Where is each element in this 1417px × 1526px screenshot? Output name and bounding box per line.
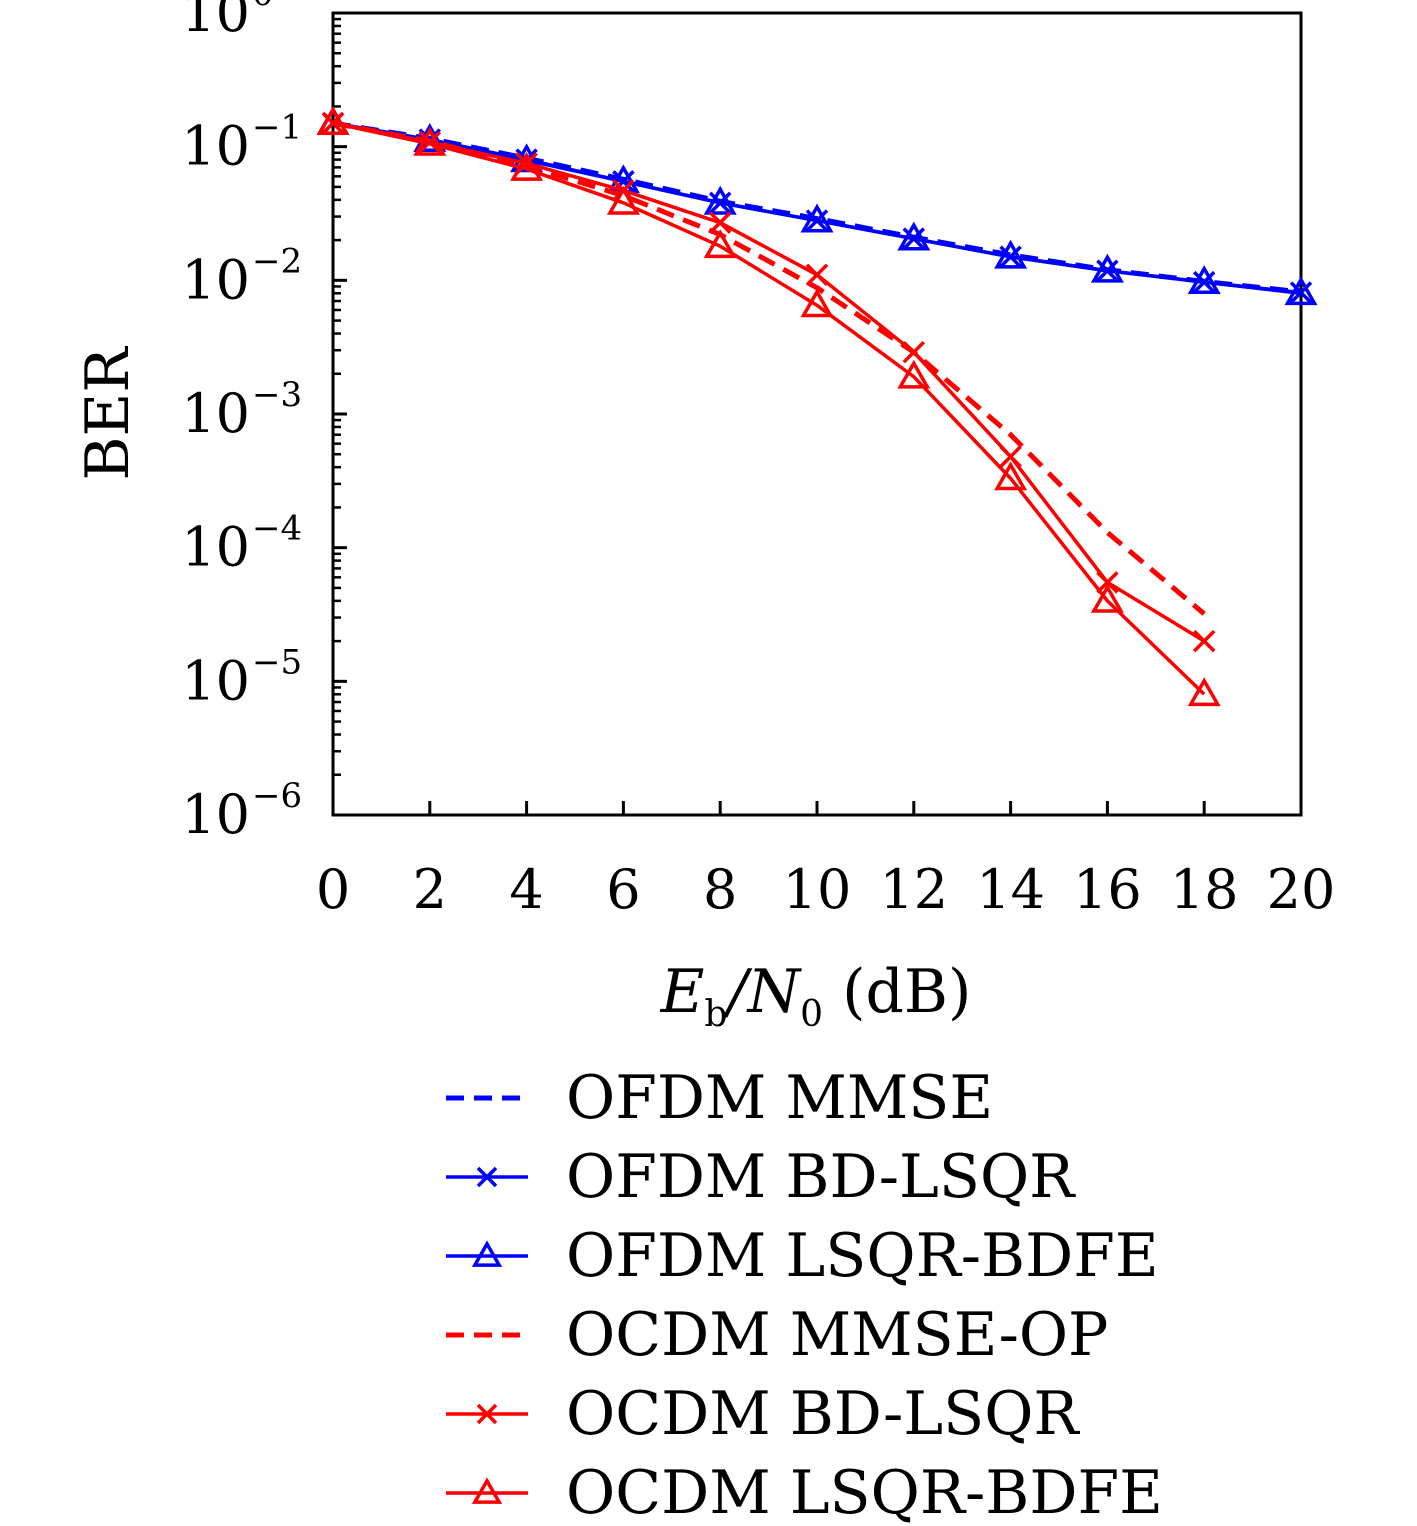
data-point-marker xyxy=(1284,276,1318,306)
data-point-marker xyxy=(897,221,931,251)
y-axis-label: BER xyxy=(73,346,143,481)
x-axis-label-sub2: 0 xyxy=(800,994,823,1035)
marker-stroke xyxy=(805,263,829,287)
x-tick-label: 16 xyxy=(1073,858,1142,921)
x-tick-labels: 0 2 4 6 8 10 12 14 16 18 20 xyxy=(316,858,1336,921)
data-point-marker xyxy=(800,203,834,233)
marker-stroke xyxy=(476,1403,498,1425)
legend-label: OCDM MMSE-OP xyxy=(566,1300,1108,1370)
x-axis-label-sub1: b xyxy=(704,994,727,1035)
data-point-marker xyxy=(703,185,737,215)
data-point-marker xyxy=(413,126,447,156)
legend-marker xyxy=(471,1477,503,1504)
legend-entry: OFDM LSQR-BDFE xyxy=(446,1221,1159,1291)
data-point-marker xyxy=(805,263,829,287)
marker-stroke xyxy=(999,445,1022,468)
legend-entry: OCDM BD-LSQR xyxy=(446,1379,1080,1449)
marker-stroke xyxy=(476,1166,498,1188)
legend-entry: OFDM BD-LSQR xyxy=(446,1142,1076,1212)
legend-entry: OFDM MMSE xyxy=(446,1063,993,1133)
legend-label: OCDM LSQR-BDFE xyxy=(566,1458,1163,1526)
data-point-marker xyxy=(316,106,350,136)
series-ocdm-lsqr-bdfe xyxy=(316,106,1221,707)
y-tick-exponent: −2 xyxy=(252,241,302,281)
plot-area xyxy=(316,11,1318,817)
y-tick-base: 10 xyxy=(181,115,250,178)
legend: OFDM MMSE OFDM BD-LSQR OFDM LSQR-BDFE OCDM … xyxy=(446,1063,1163,1526)
legend-label: OCDM BD-LSQR xyxy=(566,1379,1080,1449)
y-tick-labels: 10010−110−210−310−410−510−6 xyxy=(181,0,302,846)
data-point-marker xyxy=(897,359,931,389)
series-ocdm-bd-lsqr xyxy=(321,111,1216,653)
y-tick-base: 10 xyxy=(181,783,250,846)
legend-marker xyxy=(471,1240,503,1267)
x-tick-label: 8 xyxy=(703,858,737,921)
y-tick-exponent: −3 xyxy=(252,375,302,415)
y-tick-base: 10 xyxy=(181,248,250,311)
series-line xyxy=(332,121,1302,296)
x-tick-label: 14 xyxy=(976,858,1045,921)
data-point-marker xyxy=(606,185,640,215)
y-tick-label: 10 xyxy=(181,382,250,445)
x-axis-label-tail: (dB) xyxy=(823,957,971,1027)
data-point-marker xyxy=(1096,571,1119,594)
plot-frame xyxy=(331,11,1303,817)
y-tick-exponent: 0 xyxy=(252,0,274,14)
y-tick-exponent: −6 xyxy=(252,776,302,816)
x-tick-label: 12 xyxy=(879,858,948,921)
data-point-marker xyxy=(994,461,1028,491)
data-point-marker xyxy=(510,152,544,181)
x-tick-label: 2 xyxy=(413,858,447,921)
series-line xyxy=(332,121,1206,643)
data-point-marker xyxy=(994,239,1028,269)
data-point-marker xyxy=(800,288,834,318)
data-point-marker xyxy=(1090,253,1124,283)
x-axis-label-mid: /N xyxy=(722,957,802,1027)
x-tick-label: 6 xyxy=(606,858,640,921)
x-axis-label: Eb/N0 (dB) xyxy=(660,957,972,1035)
x-tick-label: 0 xyxy=(316,858,350,921)
legend-label: OFDM LSQR-BDFE xyxy=(566,1221,1159,1291)
data-point-marker xyxy=(1187,677,1221,707)
y-tick-exponent: −4 xyxy=(252,509,302,549)
data-point-marker xyxy=(999,445,1022,468)
legend-entry: OCDM MMSE-OP xyxy=(446,1300,1108,1370)
marker-stroke xyxy=(1192,629,1216,653)
y-tick-exponent: −5 xyxy=(252,642,302,682)
x-tick-label: 20 xyxy=(1267,858,1336,921)
y-tick-base: 10 xyxy=(181,0,250,44)
x-tick-label: 10 xyxy=(783,858,852,921)
y-tick-exponent: −1 xyxy=(252,108,302,148)
y-tick-base: 10 xyxy=(181,516,250,579)
y-tick-label: 10 xyxy=(181,516,250,579)
data-point-marker xyxy=(708,211,732,234)
x-axis-label-main: E xyxy=(660,957,705,1027)
y-tick-label: 10 xyxy=(181,115,250,178)
data-point-marker xyxy=(1090,583,1124,613)
data-point-marker xyxy=(902,340,926,364)
marker-stroke xyxy=(1096,571,1119,594)
data-point-marker xyxy=(703,229,737,259)
legend-label: OFDM MMSE xyxy=(566,1063,993,1133)
data-point-marker xyxy=(1192,629,1216,653)
y-tick-label: 10 xyxy=(181,248,250,311)
data-point-marker xyxy=(1187,265,1221,294)
legend-marker xyxy=(476,1403,498,1425)
x-tick-label: 18 xyxy=(1170,858,1239,921)
y-tick-label: 10 xyxy=(181,783,250,846)
y-tick-label: 10 xyxy=(181,649,250,712)
y-tick-base: 10 xyxy=(181,649,250,712)
legend-entry: OCDM LSQR-BDFE xyxy=(446,1458,1163,1526)
marker-stroke xyxy=(902,340,926,364)
marker-stroke xyxy=(708,211,732,234)
series-line xyxy=(332,121,1206,696)
x-tick-label: 4 xyxy=(509,858,543,921)
legend-marker xyxy=(476,1166,498,1188)
legend-label: OFDM BD-LSQR xyxy=(566,1142,1076,1212)
y-tick-base: 10 xyxy=(181,382,250,445)
y-tick-label: 10 xyxy=(181,0,250,44)
